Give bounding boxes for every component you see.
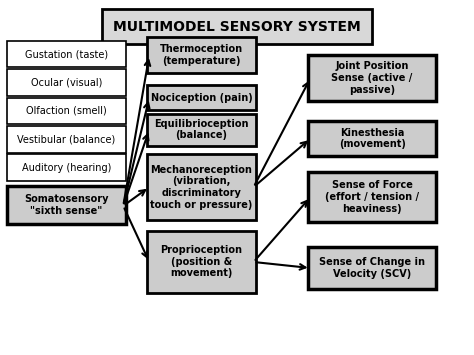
Text: Ocular (visual): Ocular (visual) [31, 77, 102, 88]
FancyBboxPatch shape [7, 98, 126, 124]
Text: Somatosensory
"sixth sense": Somatosensory "sixth sense" [24, 194, 109, 216]
FancyBboxPatch shape [308, 55, 436, 101]
FancyBboxPatch shape [147, 85, 256, 110]
FancyBboxPatch shape [308, 172, 436, 222]
FancyBboxPatch shape [7, 154, 126, 181]
Text: Olfaction (smell): Olfaction (smell) [26, 106, 107, 116]
Text: Proprioception
(position &
movement): Proprioception (position & movement) [161, 245, 242, 278]
Text: Mechanoreception
(vibration,
discriminatory
touch or pressure): Mechanoreception (vibration, discriminat… [150, 165, 253, 210]
Text: Nociception (pain): Nociception (pain) [151, 93, 252, 103]
FancyBboxPatch shape [102, 9, 372, 44]
Text: Sense of Change in
Velocity (SCV): Sense of Change in Velocity (SCV) [319, 257, 425, 279]
FancyBboxPatch shape [7, 186, 126, 224]
Text: Auditory (hearing): Auditory (hearing) [22, 163, 111, 173]
Text: Vestibular (balance): Vestibular (balance) [17, 134, 116, 144]
Text: Gustation (taste): Gustation (taste) [25, 49, 108, 59]
Text: MULTIMODEL SENSORY SYSTEM: MULTIMODEL SENSORY SYSTEM [113, 20, 361, 34]
FancyBboxPatch shape [7, 41, 126, 67]
Text: Joint Position
Sense (active /
passive): Joint Position Sense (active / passive) [331, 61, 413, 95]
FancyBboxPatch shape [7, 126, 126, 153]
FancyBboxPatch shape [147, 231, 256, 293]
FancyBboxPatch shape [308, 121, 436, 156]
Text: Thermoception
(temperature): Thermoception (temperature) [160, 44, 243, 66]
FancyBboxPatch shape [308, 247, 436, 289]
FancyBboxPatch shape [147, 37, 256, 73]
FancyBboxPatch shape [147, 114, 256, 146]
Text: Sense of Force
(effort / tension /
heaviness): Sense of Force (effort / tension / heavi… [325, 180, 419, 214]
FancyBboxPatch shape [7, 69, 126, 96]
FancyBboxPatch shape [147, 154, 256, 220]
Text: Kinesthesia
(movement): Kinesthesia (movement) [338, 128, 406, 149]
Text: Equilibrioception
(balance): Equilibrioception (balance) [154, 119, 249, 140]
